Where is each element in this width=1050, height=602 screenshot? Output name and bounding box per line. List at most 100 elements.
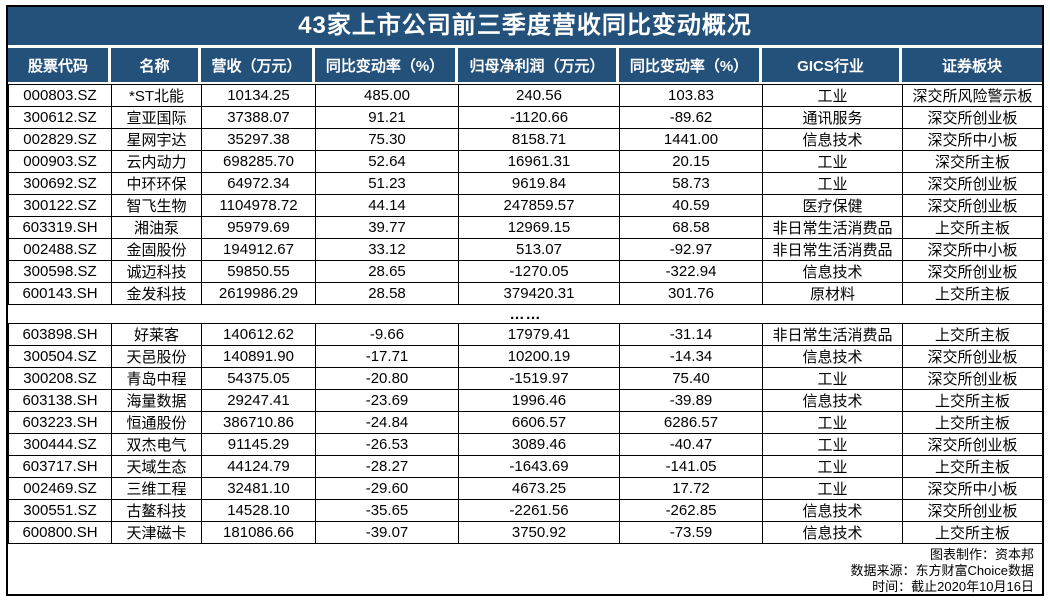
table-cell: 140891.90 bbox=[201, 345, 316, 368]
table-cell: 000903.SZ bbox=[8, 150, 112, 173]
table-cell: 通讯服务 bbox=[762, 106, 903, 129]
table-cell: -28.27 bbox=[315, 455, 459, 478]
column-header-2: 营收（万元） bbox=[201, 48, 315, 82]
table-cell: 33.12 bbox=[315, 238, 459, 261]
table-cell: 300692.SZ bbox=[8, 172, 112, 195]
column-header-6: GICS行业 bbox=[762, 48, 902, 82]
table-cell: 海量数据 bbox=[111, 389, 202, 412]
table-cell: -40.47 bbox=[619, 433, 763, 456]
table-cell: -89.62 bbox=[619, 106, 763, 129]
ellipsis-cell: …… bbox=[8, 304, 1043, 324]
table-cell: 91145.29 bbox=[201, 433, 316, 456]
table-cell: 75.30 bbox=[315, 128, 459, 151]
table-cell: 深交所中小板 bbox=[902, 477, 1043, 500]
table-cell: 68.58 bbox=[619, 216, 763, 239]
table-cell: 39.77 bbox=[315, 216, 459, 239]
table-cell: 52.64 bbox=[315, 150, 459, 173]
table-cell: 青岛中程 bbox=[111, 367, 202, 390]
table-cell: 181086.66 bbox=[201, 521, 316, 544]
table-cell: 485.00 bbox=[315, 84, 459, 107]
table-cell: 35297.38 bbox=[201, 128, 316, 151]
table-cell: 宣亚国际 bbox=[111, 106, 202, 129]
table-row: 600143.SH 金发科技 2619986.29 28.58 379420.31 301… bbox=[8, 282, 1043, 305]
table-cell: 非日常生活消费品 bbox=[762, 216, 903, 239]
table-cell: 59850.55 bbox=[201, 260, 316, 283]
table-cell: 513.07 bbox=[458, 238, 620, 261]
table-row: 603319.SH 湘油泵 95979.69 39.77 12969.15 68.58 非日… bbox=[8, 216, 1043, 239]
table-cell: 深交所创业板 bbox=[902, 345, 1043, 368]
report-table-frame: 43家上市公司前三季度营收同比变动概况 股票代码 名称 营收（万元） 同比变动率（%）… bbox=[6, 5, 1044, 596]
table-cell: 深交所创业板 bbox=[902, 499, 1043, 522]
table-cell: -262.85 bbox=[619, 499, 763, 522]
table-cell: 2619986.29 bbox=[201, 282, 316, 305]
table-cell: 1104978.72 bbox=[201, 194, 316, 217]
table-cell: 6286.57 bbox=[619, 411, 763, 434]
table-cell: -24.84 bbox=[315, 411, 459, 434]
table-cell: 深交所创业板 bbox=[902, 367, 1043, 390]
table-cell: 上交所主板 bbox=[902, 411, 1043, 434]
table-cell: 37388.07 bbox=[201, 106, 316, 129]
column-header-4: 归母净利润（万元） bbox=[458, 48, 619, 82]
table-cell: 信息技术 bbox=[762, 521, 903, 544]
table-cell: 10200.19 bbox=[458, 345, 620, 368]
table-row: 000803.SZ *ST北能 10134.25 485.00 240.56 103.83… bbox=[8, 84, 1043, 107]
table-cell: 17979.41 bbox=[458, 323, 620, 346]
footer-date: 时间：截止2020年10月16日 bbox=[872, 579, 1034, 594]
table-cell: 好莱客 bbox=[111, 323, 202, 346]
table-cell: 300444.SZ bbox=[8, 433, 112, 456]
table-cell: 002488.SZ bbox=[8, 238, 112, 261]
table-cell: 非日常生活消费品 bbox=[762, 238, 903, 261]
table-cell: -35.65 bbox=[315, 499, 459, 522]
table-cell: 深交所中小板 bbox=[902, 128, 1043, 151]
table-cell: 603223.SH bbox=[8, 411, 112, 434]
table-cell: 金固股份 bbox=[111, 238, 202, 261]
table-cell: 000803.SZ bbox=[8, 84, 112, 107]
column-header-7: 证券板块 bbox=[902, 48, 1042, 82]
table-cell: 深交所创业板 bbox=[902, 194, 1043, 217]
table-row: 300504.SZ 天邑股份 140891.90 -17.71 10200.19 -14.… bbox=[8, 345, 1043, 368]
table-cell: 3089.46 bbox=[458, 433, 620, 456]
table-row: 300444.SZ 双杰电气 91145.29 -26.53 3089.46 -40.47… bbox=[8, 433, 1043, 456]
table-footer: 图表制作：资本邦 数据来源：东方财富Choice数据 时间：截止2020年10月… bbox=[8, 544, 1042, 595]
table-cell: 上交所主板 bbox=[902, 521, 1043, 544]
table-cell: 28.58 bbox=[315, 282, 459, 305]
column-header-5: 同比变动率（%） bbox=[619, 48, 762, 82]
table-cell: 32481.10 bbox=[201, 477, 316, 500]
table-cell: -1270.05 bbox=[458, 260, 620, 283]
table-header: 股票代码 名称 营收（万元） 同比变动率（%） 归母净利润（万元） 同比变动率（%） GIC… bbox=[8, 48, 1042, 82]
table-cell: 天邑股份 bbox=[111, 345, 202, 368]
table-title: 43家上市公司前三季度营收同比变动概况 bbox=[8, 7, 1042, 45]
table-cell: 上交所主板 bbox=[902, 282, 1043, 305]
table-cell: 非日常生活消费品 bbox=[762, 323, 903, 346]
table-cell: -17.71 bbox=[315, 345, 459, 368]
table-cell: 双杰电气 bbox=[111, 433, 202, 456]
table-row: 300551.SZ 古鳌科技 14528.10 -35.65 -2261.56 -262.… bbox=[8, 499, 1043, 522]
table-cell: 28.65 bbox=[315, 260, 459, 283]
table-cell: 12969.15 bbox=[458, 216, 620, 239]
table-cell: 信息技术 bbox=[762, 260, 903, 283]
table-cell: 天域生态 bbox=[111, 455, 202, 478]
table-cell: 17.72 bbox=[619, 477, 763, 500]
table-cell: 40.59 bbox=[619, 194, 763, 217]
table-cell: 工业 bbox=[762, 84, 903, 107]
table-cell: 54375.05 bbox=[201, 367, 316, 390]
table-cell: 3750.92 bbox=[458, 521, 620, 544]
table-cell: -141.05 bbox=[619, 455, 763, 478]
table-cell: 8158.71 bbox=[458, 128, 620, 151]
table-row: 603898.SH 好莱客 140612.62 -9.66 17979.41 -31.14… bbox=[8, 323, 1043, 346]
table-cell: 300612.SZ bbox=[8, 106, 112, 129]
table-cell: 140612.62 bbox=[201, 323, 316, 346]
table-cell: -29.60 bbox=[315, 477, 459, 500]
table-cell: 工业 bbox=[762, 172, 903, 195]
table-cell: -31.14 bbox=[619, 323, 763, 346]
table-row: 603717.SH 天域生态 44124.79 -28.27 -1643.69 -141.… bbox=[8, 455, 1043, 478]
table-cell: 原材料 bbox=[762, 282, 903, 305]
table-cell: 金发科技 bbox=[111, 282, 202, 305]
table-cell: 58.73 bbox=[619, 172, 763, 195]
table-cell: 300504.SZ bbox=[8, 345, 112, 368]
table-row: 300208.SZ 青岛中程 54375.05 -20.80 -1519.97 75.40… bbox=[8, 367, 1043, 390]
table-cell: 29247.41 bbox=[201, 389, 316, 412]
table-cell: 工业 bbox=[762, 433, 903, 456]
table-cell: 恒通股份 bbox=[111, 411, 202, 434]
table-cell: 深交所创业板 bbox=[902, 260, 1043, 283]
